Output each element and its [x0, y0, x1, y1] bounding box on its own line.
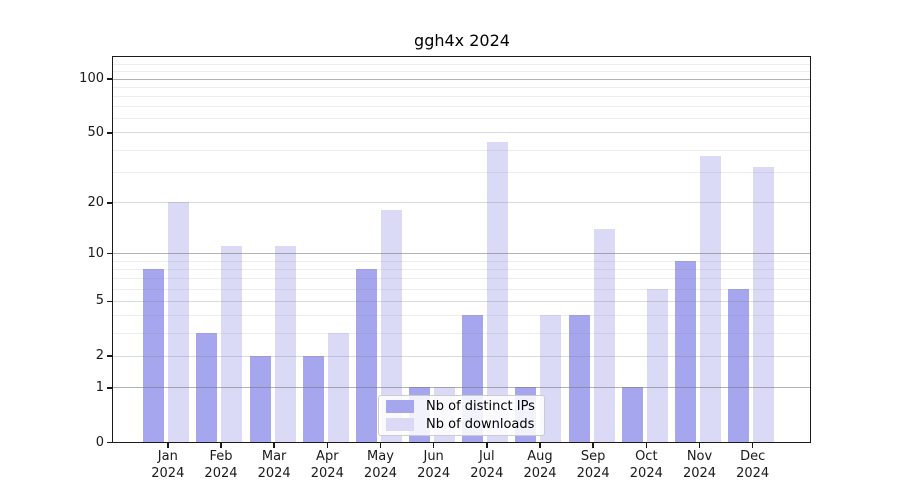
x-tick-label-mar: Mar 2024 — [257, 449, 291, 481]
legend: Nb of distinct IPs Nb of downloads — [378, 395, 545, 436]
legend-swatch-distinct-ips — [386, 400, 414, 413]
gridline-8 — [113, 268, 810, 270]
gridline-4 — [113, 315, 810, 317]
bar-distinct-ips-apr — [302, 355, 324, 442]
x-tick-label-dec: Dec 2024 — [736, 449, 770, 481]
gridline-1 — [113, 387, 810, 389]
gridline-3 — [113, 332, 810, 334]
y-tick-mark-100 — [107, 78, 112, 80]
gridline-5 — [113, 300, 810, 302]
y-tick-label-1: 1 — [95, 379, 104, 395]
gridline-120 — [113, 64, 810, 66]
gridline-80 — [113, 95, 810, 97]
legend-swatch-downloads — [386, 418, 414, 431]
y-tick-label-100: 100 — [79, 71, 104, 86]
gridline-20 — [113, 202, 810, 204]
y-tick-label-2: 2 — [95, 348, 104, 363]
bar-downloads-mar — [274, 246, 296, 442]
y-tick-label-50: 50 — [87, 124, 104, 140]
gridline-40 — [113, 149, 810, 151]
plot-area: Nb of distinct IPs Nb of downloads — [112, 56, 811, 443]
x-tick-mark-jul — [486, 443, 488, 448]
gridline-110 — [113, 71, 810, 73]
gridline-50 — [113, 132, 810, 134]
x-tick-label-may: May 2024 — [363, 449, 398, 481]
y-tick-mark-1 — [107, 387, 112, 389]
bar-distinct-ips-sep — [568, 315, 590, 442]
x-tick-mark-mar — [273, 443, 275, 448]
bar-downloads-feb — [221, 246, 243, 442]
bar-distinct-ips-may — [355, 268, 377, 442]
y-tick-mark-20 — [107, 202, 112, 204]
y-tick-mark-50 — [107, 132, 112, 134]
x-tick-label-jan: Jan 2024 — [151, 449, 185, 481]
x-tick-label-sep: Sep 2024 — [576, 449, 610, 481]
chart-title: ggh4x 2024 — [414, 31, 510, 50]
bar-downloads-aug — [540, 315, 562, 442]
y-tick-label-0: 0 — [95, 434, 104, 450]
y-tick-mark-5 — [107, 300, 112, 303]
legend-label-distinct-ips: Nb of distinct IPs — [426, 399, 535, 414]
x-tick-mark-jan — [167, 443, 169, 448]
x-tick-label-feb: Feb 2024 — [204, 449, 238, 481]
gridline-60 — [113, 118, 810, 120]
x-tick-label-oct: Oct 2024 — [629, 449, 663, 481]
bar-downloads-jul — [487, 142, 509, 442]
x-tick-mark-sep — [592, 443, 594, 448]
x-tick-mark-may — [379, 443, 382, 448]
gridline-9 — [113, 260, 810, 262]
x-tick-label-jul: Jul 2024 — [470, 449, 504, 481]
x-tick-label-nov: Nov 2024 — [682, 449, 717, 481]
gridline-7 — [113, 278, 810, 280]
legend-entry-distinct-ips: Nb of distinct IPs — [379, 399, 544, 414]
gridline-30 — [113, 171, 810, 173]
bar-distinct-ips-dec — [728, 288, 750, 442]
gridline-2 — [113, 355, 810, 357]
x-tick-mark-apr — [326, 443, 329, 448]
bar-downloads-sep — [593, 228, 615, 442]
x-tick-label-jun: Jun 2024 — [417, 449, 451, 481]
y-tick-mark-0 — [107, 441, 112, 444]
bar-downloads-may — [380, 210, 402, 442]
x-tick-mark-jun — [432, 443, 435, 448]
gridline-100 — [113, 78, 810, 80]
bar-distinct-ips-jan — [143, 268, 165, 442]
legend-label-downloads: Nb of downloads — [426, 417, 535, 432]
y-tick-label-20: 20 — [87, 194, 104, 210]
y-tick-label-5: 5 — [95, 293, 104, 309]
bar-distinct-ips-mar — [249, 355, 271, 442]
x-tick-mark-dec — [751, 443, 754, 448]
gridline-90 — [113, 86, 810, 88]
gridline-70 — [113, 106, 810, 108]
y-tick-label-10: 10 — [87, 245, 104, 261]
x-tick-mark-feb — [220, 443, 222, 448]
x-tick-mark-aug — [539, 443, 541, 448]
y-tick-mark-2 — [107, 355, 112, 357]
gridlines-layer — [113, 57, 810, 442]
x-tick-label-apr: Apr 2024 — [310, 449, 344, 481]
gridline-6 — [113, 288, 810, 290]
gridline-10 — [113, 253, 810, 255]
bar-downloads-nov — [700, 155, 721, 442]
y-tick-mark-10 — [107, 252, 112, 255]
bar-downloads-dec — [753, 166, 775, 442]
bar-downloads-oct — [646, 288, 668, 442]
bar-distinct-ips-nov — [675, 260, 696, 442]
x-tick-mark-nov — [698, 443, 701, 448]
legend-entry-downloads: Nb of downloads — [379, 417, 544, 432]
bar-distinct-ips-oct — [621, 387, 643, 442]
x-tick-label-aug: Aug 2024 — [523, 449, 557, 481]
bar-downloads-jan — [168, 202, 190, 442]
x-tick-mark-oct — [645, 443, 648, 448]
